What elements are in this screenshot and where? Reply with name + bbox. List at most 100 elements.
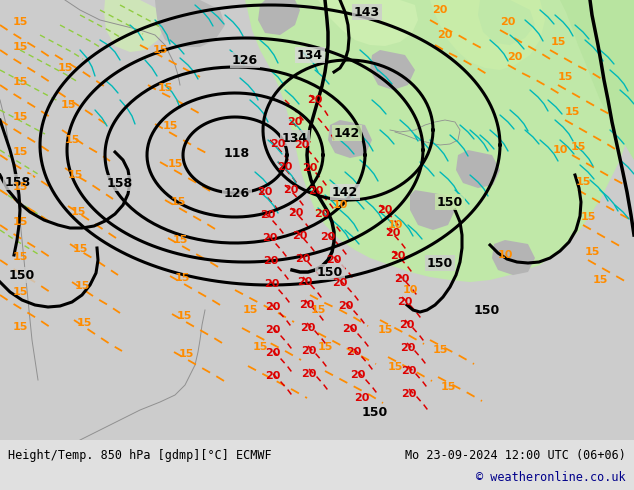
Text: 134: 134 — [297, 49, 323, 62]
Text: 20: 20 — [283, 185, 299, 195]
Text: 158: 158 — [107, 176, 133, 190]
Text: 15: 15 — [67, 170, 82, 180]
Text: 15: 15 — [12, 42, 28, 52]
Text: 15: 15 — [64, 135, 80, 145]
Text: 15: 15 — [310, 305, 326, 315]
Text: 20: 20 — [391, 251, 406, 261]
Polygon shape — [318, 0, 418, 46]
Text: 20: 20 — [346, 347, 361, 357]
Text: 15: 15 — [12, 252, 28, 262]
Text: 20: 20 — [265, 325, 281, 335]
Text: © weatheronline.co.uk: © weatheronline.co.uk — [476, 470, 626, 484]
Text: 20: 20 — [351, 370, 366, 380]
Text: 15: 15 — [252, 342, 268, 352]
Text: 10: 10 — [403, 285, 418, 295]
Text: 15: 15 — [12, 77, 28, 87]
Text: 20: 20 — [401, 366, 417, 376]
Text: Height/Temp. 850 hPa [gdmp][°C] ECMWF: Height/Temp. 850 hPa [gdmp][°C] ECMWF — [8, 448, 271, 462]
Polygon shape — [370, 50, 415, 90]
Text: 126: 126 — [232, 53, 258, 67]
Text: 20: 20 — [301, 323, 316, 333]
Text: 20: 20 — [270, 139, 286, 149]
Text: 20: 20 — [307, 95, 323, 105]
Text: 20: 20 — [295, 254, 311, 264]
Text: 150: 150 — [437, 196, 463, 209]
Text: 10: 10 — [552, 145, 567, 155]
Text: Mo 23-09-2024 12:00 UTC (06+06): Mo 23-09-2024 12:00 UTC (06+06) — [405, 448, 626, 462]
Text: 20: 20 — [301, 369, 317, 379]
Text: 15: 15 — [171, 197, 186, 207]
Text: 15: 15 — [172, 235, 188, 245]
Text: 20: 20 — [332, 278, 347, 288]
Text: 20: 20 — [394, 274, 410, 284]
Text: 20: 20 — [320, 232, 335, 242]
Text: 150: 150 — [317, 266, 343, 278]
Text: 20: 20 — [354, 393, 370, 403]
Text: 15: 15 — [432, 345, 448, 355]
Polygon shape — [258, 0, 300, 35]
Text: 20: 20 — [398, 297, 413, 307]
Text: 158: 158 — [5, 175, 31, 189]
Text: 15: 15 — [440, 382, 456, 392]
Text: 15: 15 — [12, 287, 28, 297]
Text: 20: 20 — [327, 255, 342, 265]
Text: 10: 10 — [497, 250, 513, 260]
Text: 20: 20 — [301, 346, 317, 356]
Text: 15: 15 — [60, 100, 75, 110]
Text: 150: 150 — [427, 256, 453, 270]
Text: 134: 134 — [282, 131, 308, 145]
Text: 20: 20 — [432, 5, 448, 15]
Text: 15: 15 — [575, 177, 591, 187]
Polygon shape — [155, 0, 225, 47]
Text: 15: 15 — [571, 142, 586, 152]
Polygon shape — [560, 0, 634, 160]
Text: 20: 20 — [500, 17, 515, 27]
Text: 15: 15 — [377, 325, 392, 335]
Text: 15: 15 — [70, 207, 86, 217]
Polygon shape — [104, 0, 165, 52]
Text: 20: 20 — [339, 301, 354, 311]
Text: 15: 15 — [557, 72, 573, 82]
Polygon shape — [410, 190, 455, 230]
Text: 142: 142 — [332, 186, 358, 198]
Text: 20: 20 — [437, 30, 453, 40]
Text: 20: 20 — [288, 208, 304, 218]
Text: 15: 15 — [176, 311, 191, 321]
Text: 15: 15 — [157, 83, 172, 93]
Text: 20: 20 — [308, 186, 324, 196]
Text: 15: 15 — [550, 37, 566, 47]
Polygon shape — [430, 0, 545, 70]
Text: 15: 15 — [174, 273, 190, 283]
Text: 15: 15 — [74, 281, 89, 291]
Text: 15: 15 — [387, 362, 403, 372]
Text: 15: 15 — [152, 45, 167, 55]
Text: 15: 15 — [76, 318, 92, 328]
Text: 150: 150 — [362, 406, 388, 418]
Text: 15: 15 — [162, 121, 178, 131]
Text: 15: 15 — [167, 159, 183, 169]
Text: 15: 15 — [72, 244, 87, 254]
Text: 15: 15 — [12, 182, 28, 192]
Text: 15: 15 — [178, 349, 194, 359]
Text: 20: 20 — [314, 209, 330, 219]
Text: 142: 142 — [334, 126, 360, 140]
Polygon shape — [328, 120, 372, 158]
Text: 15: 15 — [12, 112, 28, 122]
Text: 20: 20 — [264, 279, 280, 289]
Text: 20: 20 — [265, 302, 281, 312]
Text: 15: 15 — [564, 107, 579, 117]
Text: 15: 15 — [580, 212, 596, 222]
Text: 15: 15 — [12, 322, 28, 332]
Text: 118: 118 — [224, 147, 250, 160]
Text: 20: 20 — [342, 324, 358, 334]
Text: 20: 20 — [287, 117, 302, 127]
Text: 20: 20 — [294, 140, 309, 150]
Text: 20: 20 — [257, 187, 273, 197]
Text: 15: 15 — [12, 147, 28, 157]
Polygon shape — [478, 0, 535, 45]
Text: 20: 20 — [265, 371, 281, 381]
Text: 20: 20 — [263, 256, 279, 266]
Text: 20: 20 — [277, 162, 293, 172]
Text: 15: 15 — [585, 247, 600, 257]
Text: 150: 150 — [9, 269, 35, 282]
